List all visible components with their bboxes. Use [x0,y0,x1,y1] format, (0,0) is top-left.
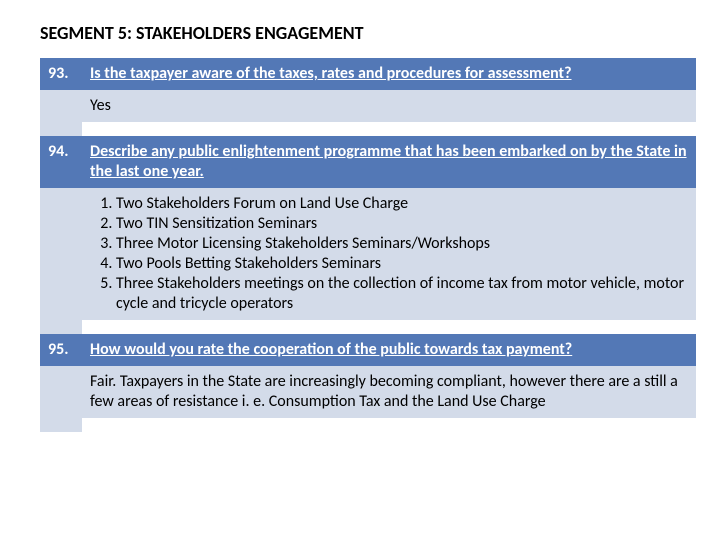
q93-answer-row: Yes [40,90,696,122]
q95-question: How would you rate the cooperation of th… [82,334,696,366]
spacer-row [40,418,696,432]
list-item: Three Stakeholders meetings on the colle… [116,274,688,314]
list-item: Two Pools Betting Stakeholders Seminars [116,254,688,274]
list-item: Two Stakeholders Forum on Land Use Charg… [116,194,688,214]
q95-answer-row: Fair. Taxpayers in the State are increas… [40,366,696,418]
q94-answer: Two Stakeholders Forum on Land Use Charg… [82,188,696,320]
q95-answer: Fair. Taxpayers in the State are increas… [82,366,696,418]
q93-number: 93. [40,58,82,90]
q93-question: Is the taxpayer aware of the taxes, rate… [82,58,696,90]
q94-row: 94. Describe any public enlightenment pr… [40,136,696,188]
q93-row: 93. Is the taxpayer aware of the taxes, … [40,58,696,90]
q94-number: 94. [40,136,82,188]
spacer-row [40,320,696,334]
q95-row: 95. How would you rate the cooperation o… [40,334,696,366]
q93-answer: Yes [82,90,696,122]
q94-question: Describe any public enlightenment progra… [82,136,696,188]
spacer-row [40,122,696,136]
questions-table: 93. Is the taxpayer aware of the taxes, … [40,58,696,432]
list-item: Two TIN Sensitization Seminars [116,214,688,234]
list-item: Three Motor Licensing Stakeholders Semin… [116,234,688,254]
page-title: SEGMENT 5: STAKEHOLDERS ENGAGEMENT [40,22,696,44]
q94-list: Two Stakeholders Forum on Land Use Charg… [90,194,688,314]
q94-answer-row: Two Stakeholders Forum on Land Use Charg… [40,188,696,320]
q95-number: 95. [40,334,82,366]
